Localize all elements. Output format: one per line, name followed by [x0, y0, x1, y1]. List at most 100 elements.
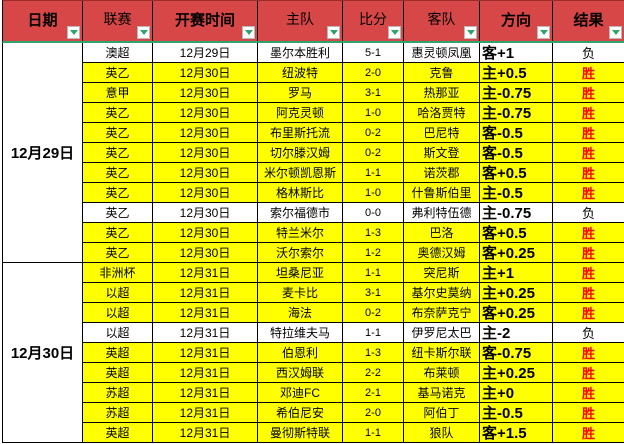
away-cell: 纽卡斯尔联	[404, 343, 480, 363]
league-cell: 英乙	[83, 143, 153, 163]
filter-dropdown-away-team[interactable]	[464, 26, 477, 39]
header-home-team-label: 主队	[286, 11, 314, 27]
away-cell: 突尼斯	[404, 263, 480, 283]
time-cell: 12月30日	[153, 123, 258, 143]
away-cell: 哈洛贾特	[404, 103, 480, 123]
direction-cell: 客+0.5	[480, 223, 553, 243]
direction-cell: 主+0.25	[480, 363, 553, 383]
time-cell: 12月30日	[153, 203, 258, 223]
filter-dropdown-home-team[interactable]	[327, 26, 340, 39]
filter-arrow-icon	[329, 30, 338, 35]
filter-dropdown-direction[interactable]	[537, 26, 550, 39]
header-score-label: 比分	[359, 11, 387, 27]
home-cell: 特兰米尔	[258, 223, 343, 243]
time-cell: 12月30日	[153, 143, 258, 163]
time-cell: 12月31日	[153, 283, 258, 303]
header-result-label: 结果	[573, 11, 604, 29]
result-cell: 胜	[553, 223, 624, 243]
league-cell: 澳超	[83, 43, 153, 63]
header-start-time: 开赛时间	[153, 1, 258, 41]
home-cell: 阿克灵顿	[258, 103, 343, 123]
table-header-row: 日期 联赛 开赛时间 主队 比分 客队 方向 结果	[2, 0, 624, 43]
away-cell: 斯文登	[404, 143, 480, 163]
away-cell: 奥德汉姆	[404, 243, 480, 263]
score-cell: 0-0	[343, 203, 404, 223]
direction-cell: 主-0.5	[480, 183, 553, 203]
away-cell: 伊罗尼太巴	[404, 323, 480, 343]
home-cell: 海法	[258, 303, 343, 323]
filter-dropdown-date[interactable]	[67, 26, 80, 39]
league-cell: 苏超	[83, 383, 153, 403]
direction-cell: 主-0.75	[480, 203, 553, 223]
filter-dropdown-league[interactable]	[137, 26, 150, 39]
header-result: 结果	[553, 1, 624, 41]
time-cell: 12月31日	[153, 363, 258, 383]
filter-dropdown-result[interactable]	[609, 26, 622, 39]
header-home-team: 主队	[258, 1, 343, 41]
result-cell: 胜	[553, 383, 624, 403]
home-cell: 坦桑尼亚	[258, 263, 343, 283]
home-cell: 格林斯比	[258, 183, 343, 203]
home-cell: 伯恩利	[258, 343, 343, 363]
direction-cell: 客+1	[480, 43, 553, 63]
header-direction-label: 方向	[500, 11, 531, 29]
filter-arrow-icon	[69, 30, 78, 35]
score-cell: 2-0	[343, 403, 404, 423]
league-cell: 英乙	[83, 163, 153, 183]
header-league: 联赛	[83, 1, 153, 41]
header-start-time-label: 开赛时间	[174, 11, 235, 29]
away-cell: 什鲁斯伯里	[404, 183, 480, 203]
score-cell: 3-1	[343, 283, 404, 303]
score-cell: 1-2	[343, 243, 404, 263]
date-group-cell: 12月30日	[3, 263, 83, 443]
filter-dropdown-start-time[interactable]	[242, 26, 255, 39]
home-cell: 沃尔索尔	[258, 243, 343, 263]
home-cell: 纽波特	[258, 63, 343, 83]
time-cell: 12月30日	[153, 103, 258, 123]
filter-dropdown-score[interactable]	[388, 26, 401, 39]
header-date-label: 日期	[27, 11, 58, 29]
direction-cell: 主+0.25	[480, 283, 553, 303]
score-cell: 1-0	[343, 103, 404, 123]
time-cell: 12月29日	[153, 43, 258, 63]
score-cell: 0-2	[343, 143, 404, 163]
time-cell: 12月30日	[153, 163, 258, 183]
home-cell: 曼彻斯特联	[258, 423, 343, 443]
league-cell: 英乙	[83, 103, 153, 123]
score-cell: 1-3	[343, 223, 404, 243]
header-away-team: 客队	[404, 1, 480, 41]
away-cell: 狼队	[404, 423, 480, 443]
direction-cell: 主+0.5	[480, 63, 553, 83]
time-cell: 12月31日	[153, 343, 258, 363]
score-cell: 5-1	[343, 43, 404, 63]
date-group: 12月29日 澳超 12月29日 墨尔本胜利 5-1 惠灵顿凤凰 客+1 负英乙 12月30日纽…	[2, 43, 624, 263]
result-cell: 胜	[553, 303, 624, 323]
score-cell: 3-1	[343, 83, 404, 103]
away-cell: 惠灵顿凤凰	[404, 43, 480, 63]
home-cell: 麦卡比	[258, 283, 343, 303]
direction-cell: 客+1.5	[480, 423, 553, 443]
result-cell: 胜	[553, 103, 624, 123]
time-cell: 12月31日	[153, 383, 258, 403]
time-cell: 12月31日	[153, 263, 258, 283]
score-cell: 1-1	[343, 423, 404, 443]
result-cell: 胜	[553, 63, 624, 83]
table-body: 12月29日 澳超 12月29日 墨尔本胜利 5-1 惠灵顿凤凰 客+1 负英乙 12月30日纽…	[2, 43, 624, 443]
result-cell: 胜	[553, 243, 624, 263]
away-cell: 布莱顿	[404, 363, 480, 383]
result-cell: 胜	[553, 123, 624, 143]
direction-cell: 主-2	[480, 323, 553, 343]
time-cell: 12月31日	[153, 403, 258, 423]
home-cell: 希伯尼安	[258, 403, 343, 423]
direction-cell: 主-0.5	[480, 403, 553, 423]
score-cell: 2-2	[343, 363, 404, 383]
filter-arrow-icon	[466, 30, 475, 35]
league-cell: 以超	[83, 323, 153, 343]
header-score: 比分	[343, 1, 404, 41]
score-cell: 1-0	[343, 183, 404, 203]
home-cell: 邓迪FC	[258, 383, 343, 403]
away-cell: 热那亚	[404, 83, 480, 103]
date-group-cell: 12月29日	[3, 43, 83, 263]
league-cell: 英乙	[83, 183, 153, 203]
